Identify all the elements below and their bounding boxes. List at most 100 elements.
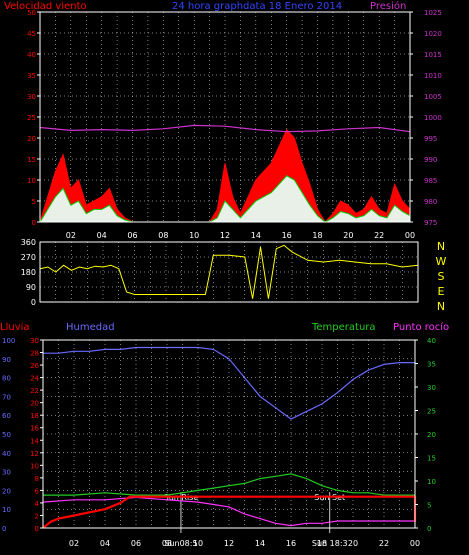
- rain-tick-label: 18: [30, 412, 39, 420]
- dir-left-axis: 360 270 180 90 0: [21, 238, 36, 307]
- wind-tick-label: 30: [27, 93, 36, 101]
- bottom-x-tick-label: 04: [100, 539, 110, 548]
- average-wind-area: [40, 175, 410, 222]
- pressure-tick-label: 1005: [424, 93, 442, 101]
- dir-grid: [40, 242, 418, 302]
- temperature-tick-label: 25: [427, 408, 436, 416]
- humidity-tick-label: 60: [2, 412, 11, 420]
- wind-tick-label: 25: [27, 114, 36, 122]
- humidity-tick-label: 10: [2, 506, 11, 514]
- rain-tick-label: 0: [35, 525, 39, 533]
- compass-letter: W: [436, 255, 447, 268]
- temperature-tick-label: 30: [427, 384, 436, 392]
- wind-tick-label: 15: [27, 156, 36, 164]
- humidity-tick-label: 50: [2, 431, 11, 439]
- humidity-tick-label: 90: [2, 356, 11, 364]
- humidity-tick-label: 100: [2, 337, 15, 345]
- bottom-x-tick-label: 02: [69, 539, 79, 548]
- top-x-tick-label: 04: [97, 231, 107, 240]
- direction-tick-label: 90: [26, 283, 36, 292]
- humidity-tick-label: 80: [2, 375, 11, 383]
- temperature-tick-label: 10: [427, 478, 436, 486]
- temperature-tick-label: 40: [427, 337, 436, 345]
- top-x-tick-label: 14: [251, 231, 261, 240]
- pressure-tick-label: 985: [424, 177, 437, 185]
- bottom-x-tick-label: 06: [131, 539, 141, 548]
- wind-tick-label: 45: [27, 30, 36, 38]
- rain-tick-label: 28: [30, 350, 39, 358]
- wind-tick-label: 20: [27, 135, 36, 143]
- gust-area: [39, 128, 411, 223]
- top-wind-area: [39, 128, 411, 223]
- wind-pressure-panel: Velocidad viento 24 hora graphdata 18 En…: [4, 0, 442, 240]
- bottom-x-tick-label: 22: [379, 539, 389, 548]
- compass-letter: N: [437, 300, 445, 313]
- rain-tick-label: 22: [30, 387, 39, 395]
- pressure-label: Presión: [370, 0, 406, 12]
- rain-tick-label: 14: [30, 437, 39, 445]
- bottom-x-tick-label: 10: [193, 539, 203, 548]
- sunrise-time-label: Sun08:5: [164, 539, 197, 548]
- sunset-time-label: Sun 18:3: [312, 539, 348, 548]
- pressure-tick-label: 1015: [424, 51, 442, 59]
- top-x-tick-label: 02: [66, 231, 76, 240]
- temperature-tick-label: 0: [427, 525, 431, 533]
- rain-tick-label: 10: [30, 462, 39, 470]
- compass-letter: E: [438, 285, 445, 298]
- dewpoint-label: Punto rocío: [393, 321, 449, 333]
- rain-tick-label: 24: [30, 375, 39, 383]
- pressure-tick-label: 990: [424, 156, 437, 164]
- rain-tick-label: 16: [30, 425, 39, 433]
- rain-tick-label: 30: [30, 337, 39, 345]
- direction-tick-label: 360: [21, 238, 36, 247]
- bottom-x-axis: 02 04 06 08 10 12 14 16 18 20 22 00: [69, 539, 420, 548]
- top-x-tick-label: 18: [312, 231, 322, 240]
- rain-tick-label: 4: [35, 500, 40, 508]
- humidity-tick-label: 40: [2, 450, 11, 458]
- wind-speed-label: Velocidad viento: [4, 1, 87, 12]
- climate-panel: Lluvia Humedad Temperatura Punto rocío S…: [0, 321, 449, 548]
- pressure-tick-label: 1025: [424, 9, 442, 17]
- temperature-axis: 40 35 30 25 20 15 10 5 0: [415, 337, 436, 533]
- average-wind-line: [39, 175, 411, 223]
- top-x-tick-label: 12: [220, 231, 230, 240]
- rain-label: Lluvia: [0, 322, 30, 333]
- rain-tick-label: 8: [35, 475, 39, 483]
- pressure-tick-label: 1010: [424, 72, 442, 80]
- bottom-x-tick-label: 20: [348, 539, 358, 548]
- temperature-tick-label: 15: [427, 455, 436, 463]
- bottom-x-tick-label: 00: [410, 539, 420, 548]
- top-x-tick-label: 20: [343, 231, 353, 240]
- temperature-tick-label: 20: [427, 431, 436, 439]
- top-right-axis: 1025 1020 1015 1010 1005 1000 995 990 985 980 975: [410, 9, 442, 227]
- wind-tick-label: 10: [27, 177, 36, 185]
- humidity-line: [43, 346, 415, 420]
- bottom-series: [42, 346, 417, 529]
- pressure-tick-label: 1020: [424, 30, 442, 38]
- bottom-x-tick-label: 12: [224, 539, 234, 548]
- top-x-tick-label: 22: [374, 231, 384, 240]
- temperature-tick-label: 5: [427, 502, 431, 510]
- wind-direction-line: [39, 244, 419, 299]
- rain-tick-label: 26: [30, 362, 39, 370]
- top-x-tick-label: 16: [282, 231, 292, 240]
- top-x-axis: 02 04 06 08 10 12 14 16 18 20 22 00: [66, 231, 415, 240]
- compass-letter: S: [438, 270, 445, 283]
- rain-line: [42, 495, 417, 529]
- direction-tick-label: 270: [21, 253, 36, 262]
- compass-letter: N: [437, 240, 445, 253]
- top-x-tick-label: 10: [189, 231, 199, 240]
- wind-tick-label: 40: [27, 51, 36, 59]
- direction-tick-label: 0: [31, 298, 36, 307]
- wind-tick-label: 5: [32, 198, 36, 206]
- pressure-tick-label: 980: [424, 198, 437, 206]
- humidity-tick-label: 70: [2, 393, 11, 401]
- top-pressure-line: [39, 124, 411, 133]
- chart-title: 24 hora graphdata 18 Enero 2014: [172, 1, 342, 12]
